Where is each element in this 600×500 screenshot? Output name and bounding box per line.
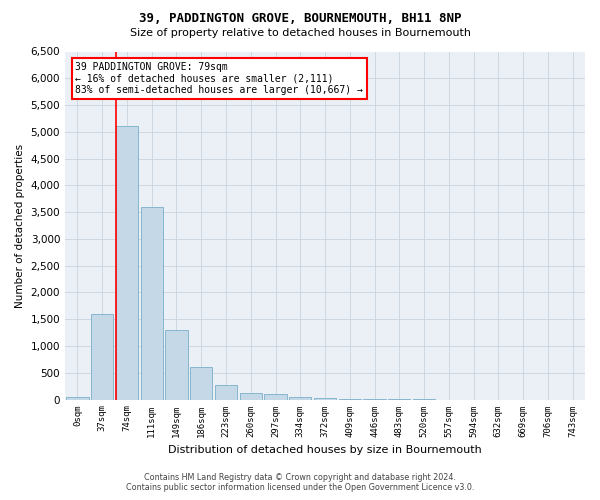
Bar [265,394,287,400]
Bar [239,392,262,400]
X-axis label: Distribution of detached houses by size in Bournemouth: Distribution of detached houses by size … [168,445,482,455]
Text: 39, PADDINGTON GROVE, BOURNEMOUTH, BH11 8NP: 39, PADDINGTON GROVE, BOURNEMOUTH, BH11 … [139,12,461,26]
Text: Contains HM Land Registry data © Crown copyright and database right 2024.
Contai: Contains HM Land Registry data © Crown c… [126,473,474,492]
Bar [66,397,89,400]
Bar [166,330,188,400]
Bar [190,368,212,400]
Bar [140,207,163,400]
Y-axis label: Number of detached properties: Number of detached properties [15,144,25,308]
Bar [116,126,138,400]
Text: Size of property relative to detached houses in Bournemouth: Size of property relative to detached ho… [130,28,470,38]
Bar [215,384,237,400]
Bar [314,398,336,400]
Bar [289,397,311,400]
Bar [91,314,113,400]
Text: 39 PADDINGTON GROVE: 79sqm
← 16% of detached houses are smaller (2,111)
83% of s: 39 PADDINGTON GROVE: 79sqm ← 16% of deta… [76,62,364,95]
Bar [338,399,361,400]
